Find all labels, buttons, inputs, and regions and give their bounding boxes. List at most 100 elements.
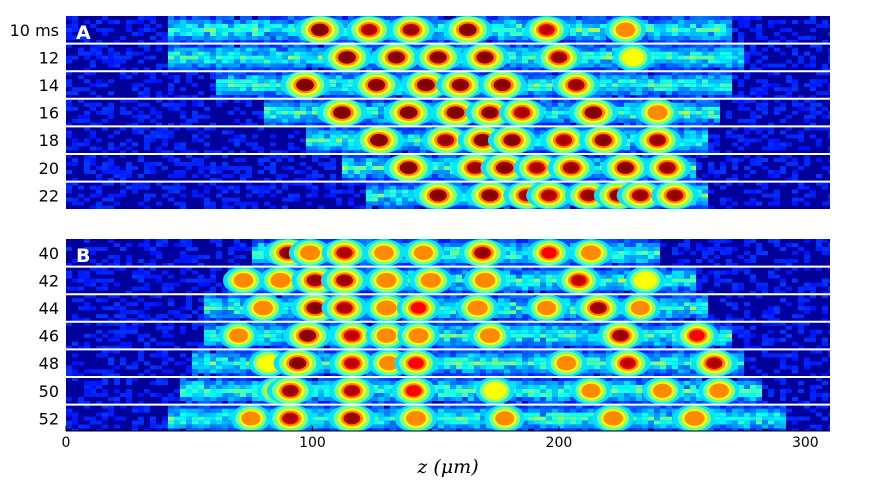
noise-pixel <box>606 83 612 88</box>
noise-pixel <box>108 178 114 182</box>
noise-pixel <box>630 91 636 96</box>
noise-pixel <box>84 138 90 143</box>
noise-pixel <box>672 95 678 100</box>
noise-pixel <box>702 130 708 135</box>
noise-pixel <box>738 59 744 64</box>
noise-pixel <box>540 87 546 92</box>
noise-pixel <box>786 162 792 166</box>
noise-pixel <box>210 28 216 32</box>
atom-cloud <box>436 71 485 99</box>
noise-pixel <box>282 95 288 100</box>
noise-pixel <box>690 110 696 115</box>
noise-pixel <box>678 63 684 68</box>
noise-pixel <box>540 102 546 107</box>
noise-pixel <box>708 71 714 76</box>
noise-pixel <box>744 75 750 80</box>
noise-pixel <box>126 146 132 151</box>
noise-pixel <box>180 114 186 119</box>
noise-pixel <box>270 83 276 88</box>
noise-pixel <box>144 43 150 48</box>
noise-pixel <box>774 20 780 24</box>
noise-pixel <box>402 181 408 186</box>
noise-pixel <box>204 36 210 40</box>
noise-pixel <box>654 75 660 80</box>
atom-cloud-layer <box>478 53 492 62</box>
noise-pixel <box>546 95 552 100</box>
noise-pixel <box>810 95 816 100</box>
noise-pixel <box>276 24 282 28</box>
noise-pixel <box>720 28 726 32</box>
noise-pixel <box>234 47 240 52</box>
noise-pixel <box>654 87 660 92</box>
noise-pixel <box>654 28 660 32</box>
noise-pixel <box>702 193 708 198</box>
noise-pixel <box>324 146 330 151</box>
noise-pixel <box>798 181 804 186</box>
noise-pixel <box>78 75 84 80</box>
noise-pixel <box>300 40 306 44</box>
noise-pixel <box>720 43 726 48</box>
noise-pixel <box>180 110 186 115</box>
noise-pixel <box>672 83 678 88</box>
noise-pixel <box>702 122 708 127</box>
noise-pixel <box>354 130 360 135</box>
noise-pixel <box>204 40 210 44</box>
noise-pixel <box>798 134 804 139</box>
noise-pixel <box>312 106 318 111</box>
noise-pixel <box>492 40 498 44</box>
noise-pixel <box>456 178 462 182</box>
noise-pixel <box>258 59 264 64</box>
noise-pixel <box>102 55 108 60</box>
noise-pixel <box>588 24 594 28</box>
noise-pixel <box>696 205 702 209</box>
noise-pixel <box>672 43 678 48</box>
noise-pixel <box>654 95 660 100</box>
noise-pixel <box>126 28 132 32</box>
noise-pixel <box>690 142 696 147</box>
noise-pixel <box>762 126 768 131</box>
atom-cloud <box>552 71 600 99</box>
noise-pixel <box>702 201 708 206</box>
noise-pixel <box>156 126 162 131</box>
noise-pixel <box>66 71 72 76</box>
noise-pixel <box>690 170 696 174</box>
noise-pixel <box>102 43 108 48</box>
noise-pixel <box>90 102 96 107</box>
noise-pixel <box>174 32 180 36</box>
noise-pixel <box>756 201 762 206</box>
noise-pixel <box>744 130 750 135</box>
noise-pixel <box>786 91 792 96</box>
noise-pixel <box>570 24 576 28</box>
atom-cloud-layer <box>476 135 489 145</box>
noise-pixel <box>828 130 830 135</box>
noise-pixel <box>660 47 666 52</box>
noise-pixel <box>522 51 528 56</box>
noise-pixel <box>750 170 756 174</box>
noise-pixel <box>594 36 600 40</box>
noise-pixel <box>288 98 294 103</box>
noise-pixel <box>270 150 276 155</box>
noise-pixel <box>360 43 366 48</box>
noise-pixel <box>696 162 702 166</box>
noise-pixel <box>288 59 294 64</box>
noise-pixel <box>582 150 588 155</box>
noise-pixel <box>720 71 726 76</box>
noise-pixel <box>498 28 504 32</box>
noise-pixel <box>174 75 180 80</box>
noise-pixel <box>366 181 372 186</box>
noise-pixel <box>552 102 558 107</box>
noise-pixel <box>228 83 234 88</box>
atom-cloud <box>317 98 367 127</box>
noise-pixel <box>678 130 684 135</box>
noise-pixel <box>114 170 120 174</box>
noise-pixel <box>654 91 660 96</box>
noise-pixel <box>72 20 78 24</box>
noise-pixel <box>366 201 372 206</box>
noise-pixel <box>288 32 294 36</box>
noise-pixel <box>342 170 348 174</box>
noise-pixel <box>690 79 696 84</box>
noise-pixel <box>432 98 438 103</box>
noise-pixel <box>684 40 690 44</box>
noise-pixel <box>360 174 366 178</box>
noise-pixel <box>768 43 774 48</box>
